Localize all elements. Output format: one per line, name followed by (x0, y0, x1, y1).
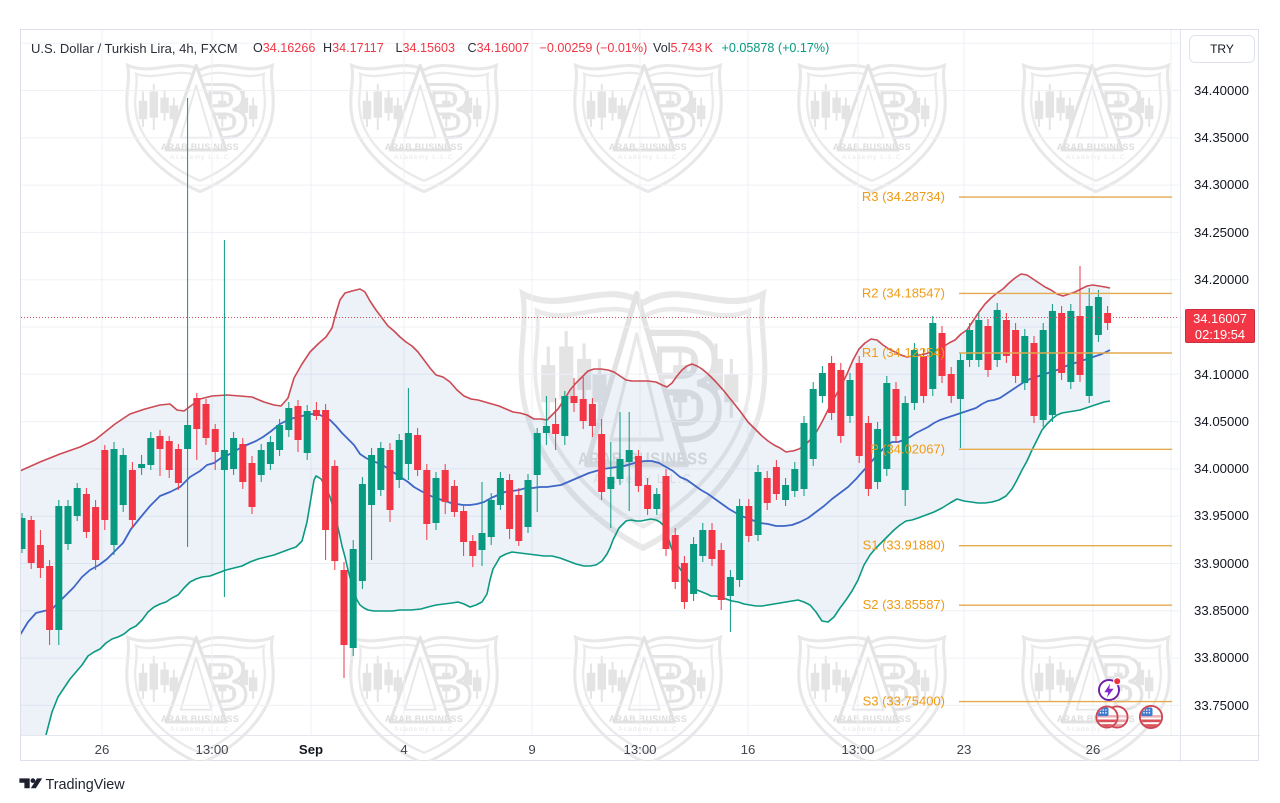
svg-text:P (34.02067): P (34.02067) (870, 441, 945, 456)
svg-text:R3 (34.28734): R3 (34.28734) (862, 189, 945, 204)
svg-text:TradingView: TradingView (46, 777, 126, 793)
svg-text:S3 (33.75400): S3 (33.75400) (863, 694, 945, 709)
svg-text:S1 (33.91880): S1 (33.91880) (863, 538, 945, 553)
svg-text:R1 (34.12254): R1 (34.12254) (862, 345, 945, 360)
svg-text:S2 (33.85587): S2 (33.85587) (863, 597, 945, 612)
svg-text:R2 (34.18547): R2 (34.18547) (862, 285, 945, 300)
